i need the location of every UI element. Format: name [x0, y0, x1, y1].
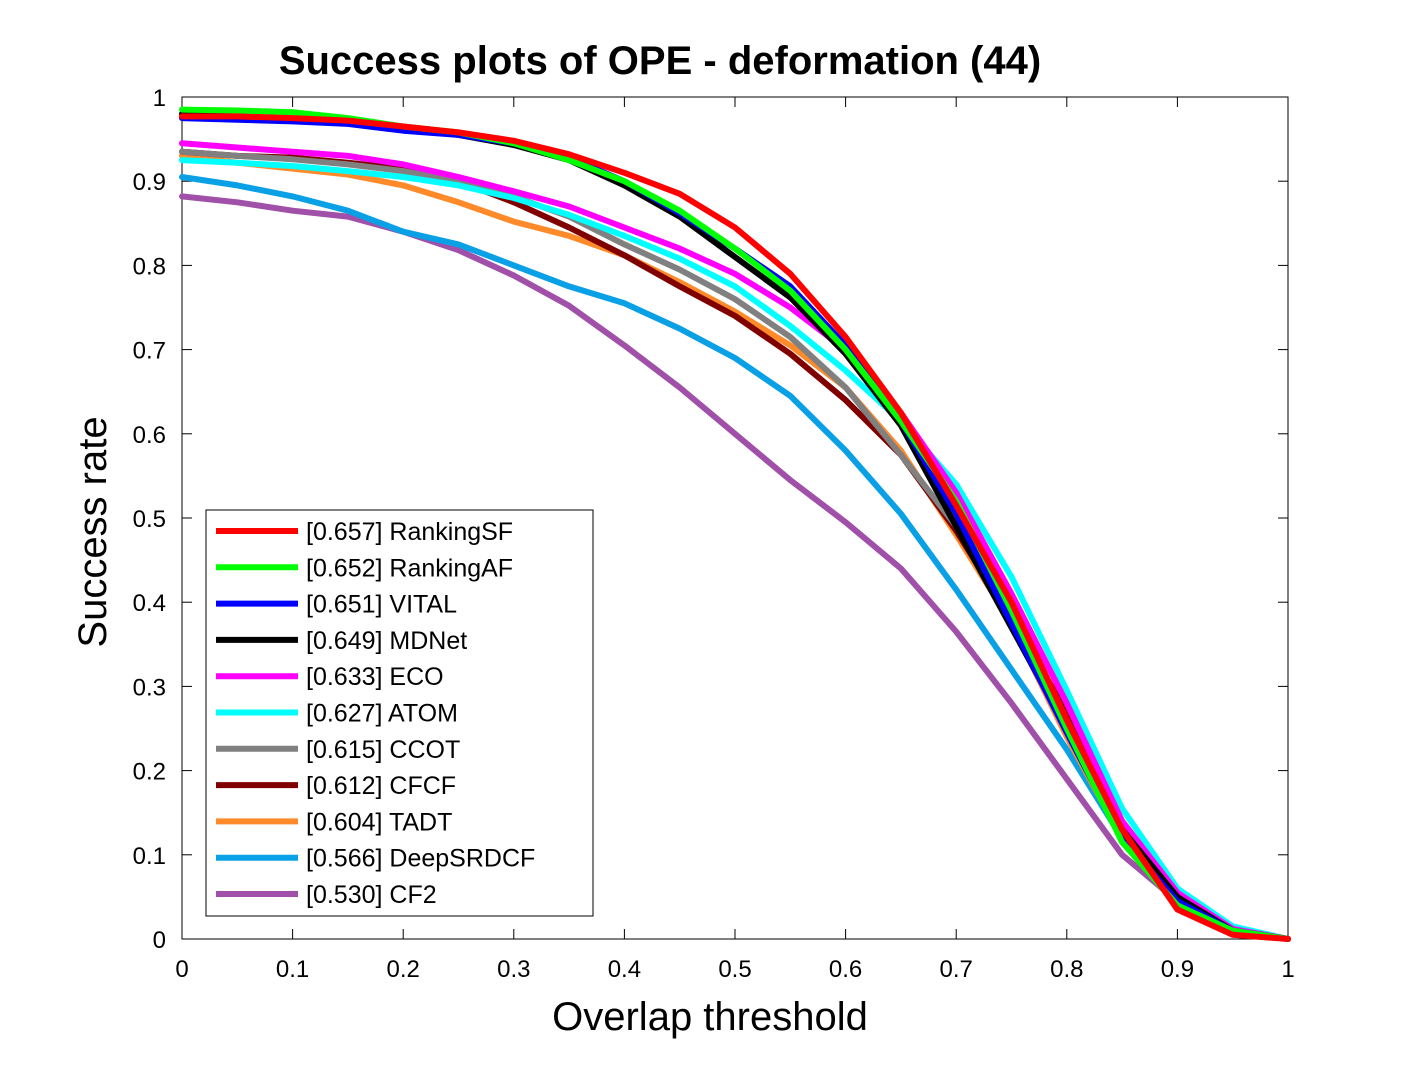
- legend-item: [0.530] CF2: [216, 881, 437, 909]
- legend-label: [0.657] RankingSF: [306, 518, 513, 546]
- series-line-10: [179, 193, 1291, 942]
- legend-item: [0.633] ECO: [216, 663, 444, 691]
- x-tick-label: 0: [175, 956, 188, 983]
- series-line-5: [179, 157, 1291, 942]
- legend-item: [0.615] CCOT: [216, 736, 460, 764]
- y-tick-label: 0.6: [133, 422, 166, 449]
- legend-label: [0.612] CFCF: [306, 772, 456, 800]
- x-tick-label: 0.7: [940, 956, 973, 983]
- legend-item: [0.657] RankingSF: [216, 518, 513, 546]
- y-tick-label: 0.4: [133, 590, 166, 617]
- legend-item: [0.604] TADT: [216, 808, 452, 836]
- y-axis-label: Success rate: [71, 416, 115, 647]
- legend-item: [0.652] RankingAF: [216, 554, 513, 582]
- y-tick-label: 0.3: [133, 674, 166, 701]
- y-tick-label: 0.1: [133, 843, 166, 870]
- y-tick-label: 0.2: [133, 759, 166, 786]
- legend-label: [0.530] CF2: [306, 881, 437, 909]
- y-tick-label: 0.5: [133, 506, 166, 533]
- series-line-0: [179, 113, 1291, 942]
- legend: [0.657] RankingSF [0.652] RankingAF [0.651…: [205, 509, 594, 917]
- legend-label: [0.633] ECO: [306, 663, 444, 691]
- legend-label: [0.615] CCOT: [306, 736, 460, 764]
- y-tick-label: 0.8: [133, 253, 166, 280]
- y-tick-label: 0.7: [133, 338, 166, 365]
- chart-title: Success plots of OPE - deformation (44): [279, 39, 1041, 83]
- y-tick-label: 0: [153, 927, 166, 954]
- legend-item: [0.627] ATOM: [216, 700, 458, 728]
- x-tick-label: 0.4: [608, 956, 641, 983]
- legend-label: [0.627] ATOM: [306, 700, 458, 728]
- legend-label: [0.604] TADT: [306, 808, 452, 836]
- legend-item: [0.566] DeepSRDCF: [216, 845, 535, 873]
- legend-item: [0.612] CFCF: [216, 772, 456, 800]
- x-tick-label: 0.2: [387, 956, 420, 983]
- legend-label: [0.566] DeepSRDCF: [306, 845, 535, 873]
- legend-item: [0.649] MDNet: [216, 627, 467, 655]
- legend-label: [0.652] RankingAF: [306, 554, 513, 582]
- legend-label: [0.651] VITAL: [306, 591, 457, 619]
- legend-label: [0.649] MDNet: [306, 627, 467, 655]
- x-tick-label: 0.9: [1161, 956, 1194, 983]
- series-lines: [179, 106, 1291, 942]
- y-tick-label: 1: [153, 85, 166, 112]
- x-tick-label: 1: [1281, 956, 1294, 983]
- x-tick-label: 0.3: [497, 956, 530, 983]
- x-tick-label: 0.6: [829, 956, 862, 983]
- legend-item: [0.651] VITAL: [216, 591, 457, 619]
- y-tick-label: 0.9: [133, 169, 166, 196]
- x-axis-label: Overlap threshold: [552, 995, 868, 1039]
- x-tick-label: 0.1: [276, 956, 309, 983]
- x-tick-label: 0.5: [718, 956, 751, 983]
- series-line-4: [179, 140, 1291, 942]
- x-tick-label: 0.8: [1050, 956, 1083, 983]
